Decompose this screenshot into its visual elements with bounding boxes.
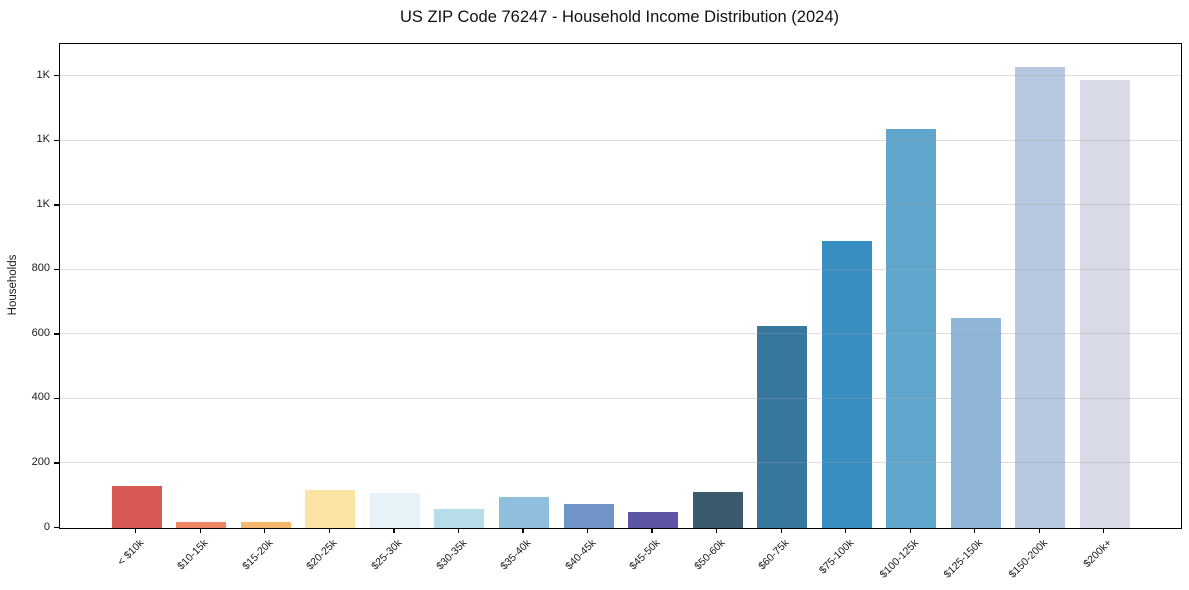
y-axis-tick — [54, 397, 59, 400]
gridline — [60, 75, 1181, 77]
x-axis-tick — [328, 528, 330, 533]
x-tick-label: $50-60k — [691, 537, 728, 573]
x-axis-tick — [199, 528, 201, 533]
plot-area — [59, 43, 1182, 529]
x-tick-label: $40-45k — [562, 537, 599, 573]
x-tick-label: $20-25k — [304, 537, 340, 573]
x-axis-tick — [393, 528, 395, 533]
x-tick-label: $200k+ — [1081, 537, 1115, 571]
y-axis-tick — [54, 75, 59, 77]
bar-45-50k — [628, 511, 679, 528]
gridline — [60, 462, 1181, 464]
bar-75-100k — [821, 240, 872, 528]
bar-35-40k — [498, 496, 549, 528]
x-tick-label: $35-40k — [498, 537, 534, 573]
x-tick-label: $150-200k — [1006, 537, 1050, 581]
y-tick-label: 200 — [31, 455, 50, 468]
y-axis-tick — [54, 139, 59, 141]
x-axis-tick — [715, 528, 718, 533]
gridline — [60, 333, 1181, 335]
bar-30-35k — [434, 509, 485, 528]
x-axis-tick — [522, 528, 524, 533]
chart-title: US ZIP Code 76247 - Household Income Dis… — [399, 8, 839, 26]
x-axis-tick — [264, 528, 266, 533]
y-axis-tick — [54, 527, 59, 529]
x-tick-label: $45-50k — [627, 537, 663, 573]
x-tick-label: $15-20k — [240, 537, 276, 573]
y-axis-tick — [54, 462, 59, 464]
x-axis-tick — [586, 528, 589, 533]
y-tick-label: 1K — [36, 68, 50, 81]
gridline — [60, 397, 1181, 399]
y-axis-tick — [54, 268, 59, 271]
y-tick-label: 800 — [31, 262, 50, 275]
bar-100-125k — [886, 128, 937, 528]
bar-25-30k — [369, 492, 420, 528]
x-axis-tick — [457, 528, 460, 533]
x-tick-label: $75-100k — [816, 537, 857, 577]
y-axis-tick — [54, 204, 59, 206]
x-tick-label: $60-75k — [756, 537, 792, 573]
y-tick-label: 0 — [43, 520, 50, 533]
x-axis-tick — [1103, 528, 1105, 533]
x-tick-label: $10-15k — [175, 537, 211, 573]
y-tick-label: 400 — [31, 391, 50, 404]
bar-40-45k — [563, 504, 614, 528]
bar-15-20k — [240, 521, 291, 528]
gridline — [60, 139, 1181, 141]
y-tick-label: 1K — [36, 197, 50, 210]
x-axis-tick — [1038, 528, 1040, 533]
x-axis-tick — [780, 528, 782, 533]
bar-150-200k — [1015, 67, 1066, 528]
bar-125-150k — [950, 318, 1001, 528]
bar-10k — [111, 486, 162, 528]
x-tick-label: $100-125k — [877, 537, 921, 581]
y-tick-label: 1K — [36, 133, 50, 146]
x-tick-label: $25-30k — [369, 537, 405, 573]
bar-20-25k — [305, 490, 356, 528]
x-tick-label: $30-35k — [433, 537, 469, 573]
x-axis-tick — [845, 528, 847, 533]
x-axis-tick — [651, 528, 653, 533]
x-tick-label: $125-150k — [941, 537, 986, 581]
x-axis-tick — [135, 528, 137, 533]
x-tick-label: < $10k — [115, 537, 147, 568]
bar-10-15k — [176, 521, 227, 528]
x-axis-tick — [974, 528, 976, 533]
gridline — [60, 268, 1181, 270]
bar-60-75k — [757, 325, 808, 528]
y-axis-tick — [54, 333, 59, 335]
bar-50-60k — [692, 491, 743, 528]
bar-200k — [1079, 79, 1130, 528]
y-tick-label: 600 — [31, 326, 50, 339]
gridline — [60, 204, 1181, 206]
x-axis-tick — [909, 528, 911, 533]
